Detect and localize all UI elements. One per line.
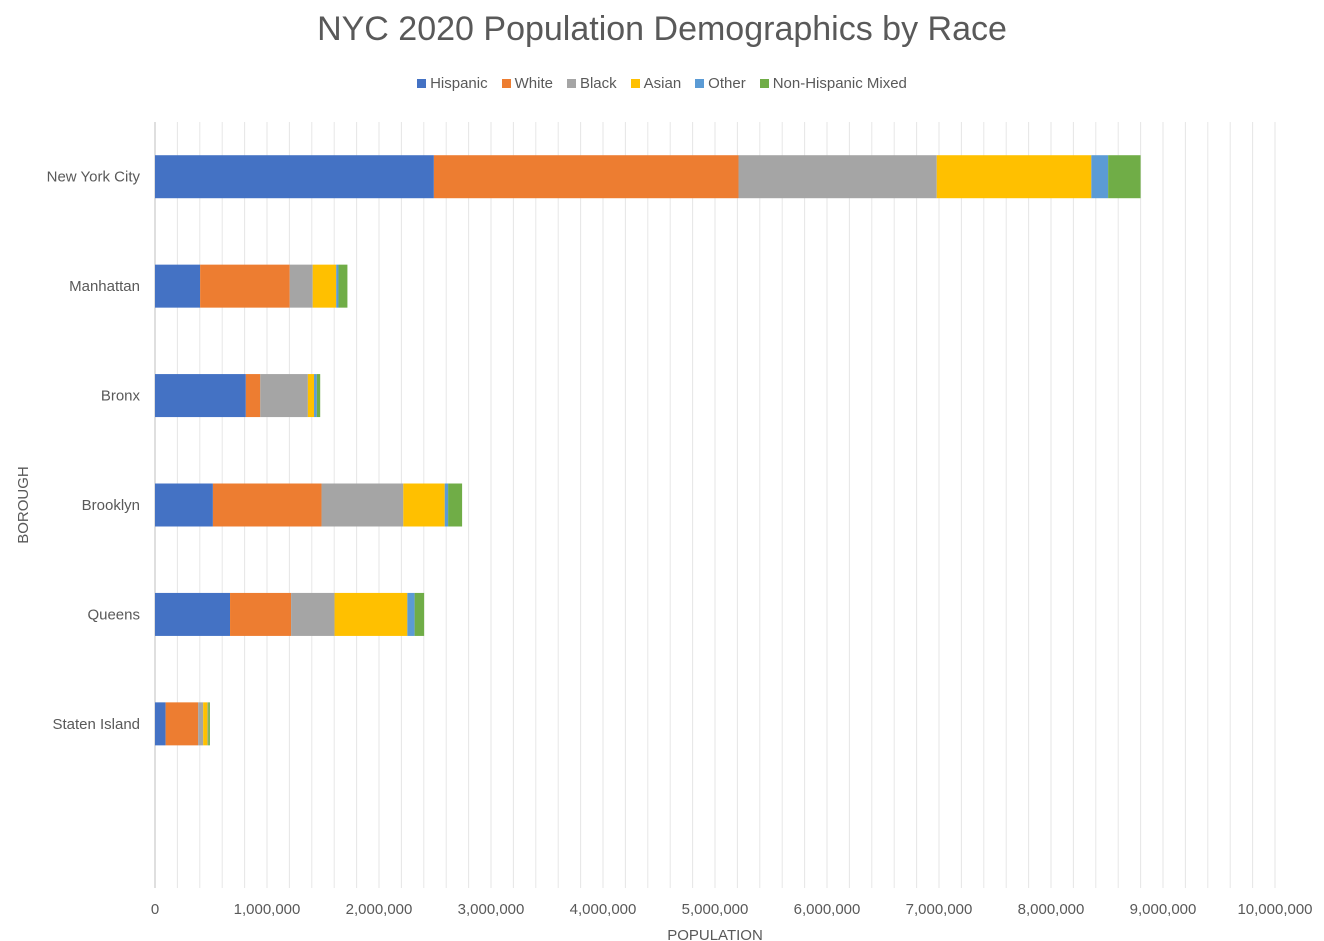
bar-staten-island-black: [198, 702, 204, 746]
category-label-new-york-city: New York City: [47, 169, 141, 186]
bar-brooklyn-white: [212, 483, 322, 527]
bar-stack-group: [155, 155, 1141, 746]
bar-manhattan-other: [336, 264, 339, 308]
bar-manhattan-black: [289, 264, 313, 308]
legend-swatch: [695, 79, 705, 88]
bar-bronx-other: [314, 374, 317, 418]
legend-label: Asian: [643, 75, 682, 92]
legend-item-non-hispanic-mixed: Non-Hispanic Mixed: [759, 75, 907, 92]
category-axis-labels: New York City Manhattan Bronx Brooklyn Queen…: [47, 169, 141, 733]
bar-queens-other: [407, 592, 415, 636]
bar-queens-white: [230, 592, 292, 636]
bar-queens-black: [291, 592, 335, 636]
bar-bronx-non-hispanic-mixed: [316, 374, 321, 418]
legend-swatch: [566, 79, 576, 88]
bar-manhattan-hispanic: [155, 264, 201, 308]
x-tick-label: 7,000,000: [906, 901, 973, 918]
x-tick-label: 6,000,000: [794, 901, 861, 918]
legend-label: Black: [579, 75, 617, 92]
x-tick-label: 1,000,000: [234, 901, 301, 918]
bar-new-york-city-black: [738, 155, 937, 199]
x-tick-label: 4,000,000: [570, 901, 637, 918]
category-label-queens: Queens: [87, 606, 140, 623]
x-tick-label: 5,000,000: [682, 901, 749, 918]
x-tick-label: 0: [151, 901, 159, 918]
x-tick-label: 10,000,000: [1237, 901, 1312, 918]
category-label-staten-island: Staten Island: [52, 716, 140, 733]
category-label-brooklyn: Brooklyn: [82, 497, 140, 514]
bar-brooklyn-other: [444, 483, 449, 527]
legend-item-hispanic: Hispanic: [417, 75, 488, 92]
bar-bronx-hispanic: [155, 374, 246, 418]
y-axis-title: BOROUGH: [15, 466, 32, 544]
legend-label: Other: [708, 75, 746, 92]
x-axis-title: POPULATION: [667, 927, 763, 941]
legend-swatch: [630, 79, 640, 88]
bar-manhattan-white: [200, 264, 290, 308]
bar-bronx-black: [260, 374, 308, 418]
bar-new-york-city-other: [1091, 155, 1109, 199]
legend-item-asian: Asian: [630, 75, 682, 92]
bar-staten-island-other: [207, 702, 209, 746]
legend-item-other: Other: [695, 75, 746, 92]
legend-item-black: Black: [566, 75, 617, 92]
value-axis-labels: 0 1,000,000 2,000,000 3,000,000 4,000,000 5,0…: [151, 901, 1313, 918]
bar-new-york-city-non-hispanic-mixed: [1108, 155, 1141, 199]
bar-queens-hispanic: [155, 592, 231, 636]
bar-staten-island-non-hispanic-mixed: [208, 702, 210, 746]
legend-label: White: [514, 75, 553, 92]
bar-new-york-city-white: [433, 155, 739, 199]
chart-title: NYC 2020 Population Demographics by Race: [317, 10, 1007, 48]
legend-swatch: [501, 79, 511, 88]
bar-brooklyn-non-hispanic-mixed: [448, 483, 463, 527]
chart-legend: Hispanic White Black Asian Other Non-Hispanic…: [0, 75, 1324, 92]
bar-bronx-white: [245, 374, 261, 418]
legend-swatch: [759, 79, 769, 88]
bar-manhattan-asian: [312, 264, 337, 308]
bar-queens-asian: [334, 592, 408, 636]
x-tick-label: 8,000,000: [1018, 901, 1085, 918]
bar-new-york-city-hispanic: [155, 155, 434, 199]
bar-brooklyn-black: [321, 483, 404, 527]
bar-brooklyn-asian: [403, 483, 445, 527]
x-tick-label: 2,000,000: [346, 901, 413, 918]
x-tick-label: 9,000,000: [1130, 901, 1197, 918]
bar-brooklyn-hispanic: [155, 483, 213, 527]
bar-staten-island-white: [165, 702, 199, 746]
bar-manhattan-non-hispanic-mixed: [338, 264, 348, 308]
bar-staten-island-hispanic: [155, 702, 166, 746]
bar-queens-non-hispanic-mixed: [414, 592, 425, 636]
bar-staten-island-asian: [203, 702, 208, 746]
x-tick-label: 3,000,000: [458, 901, 525, 918]
legend-item-white: White: [501, 75, 553, 92]
legend-swatch: [417, 79, 427, 88]
bar-new-york-city-asian: [936, 155, 1092, 199]
bar-bronx-asian: [307, 374, 315, 418]
category-label-manhattan: Manhattan: [69, 278, 140, 295]
legend-label: Non-Hispanic Mixed: [772, 75, 907, 92]
category-label-bronx: Bronx: [101, 388, 141, 405]
legend-label: Hispanic: [430, 75, 488, 92]
